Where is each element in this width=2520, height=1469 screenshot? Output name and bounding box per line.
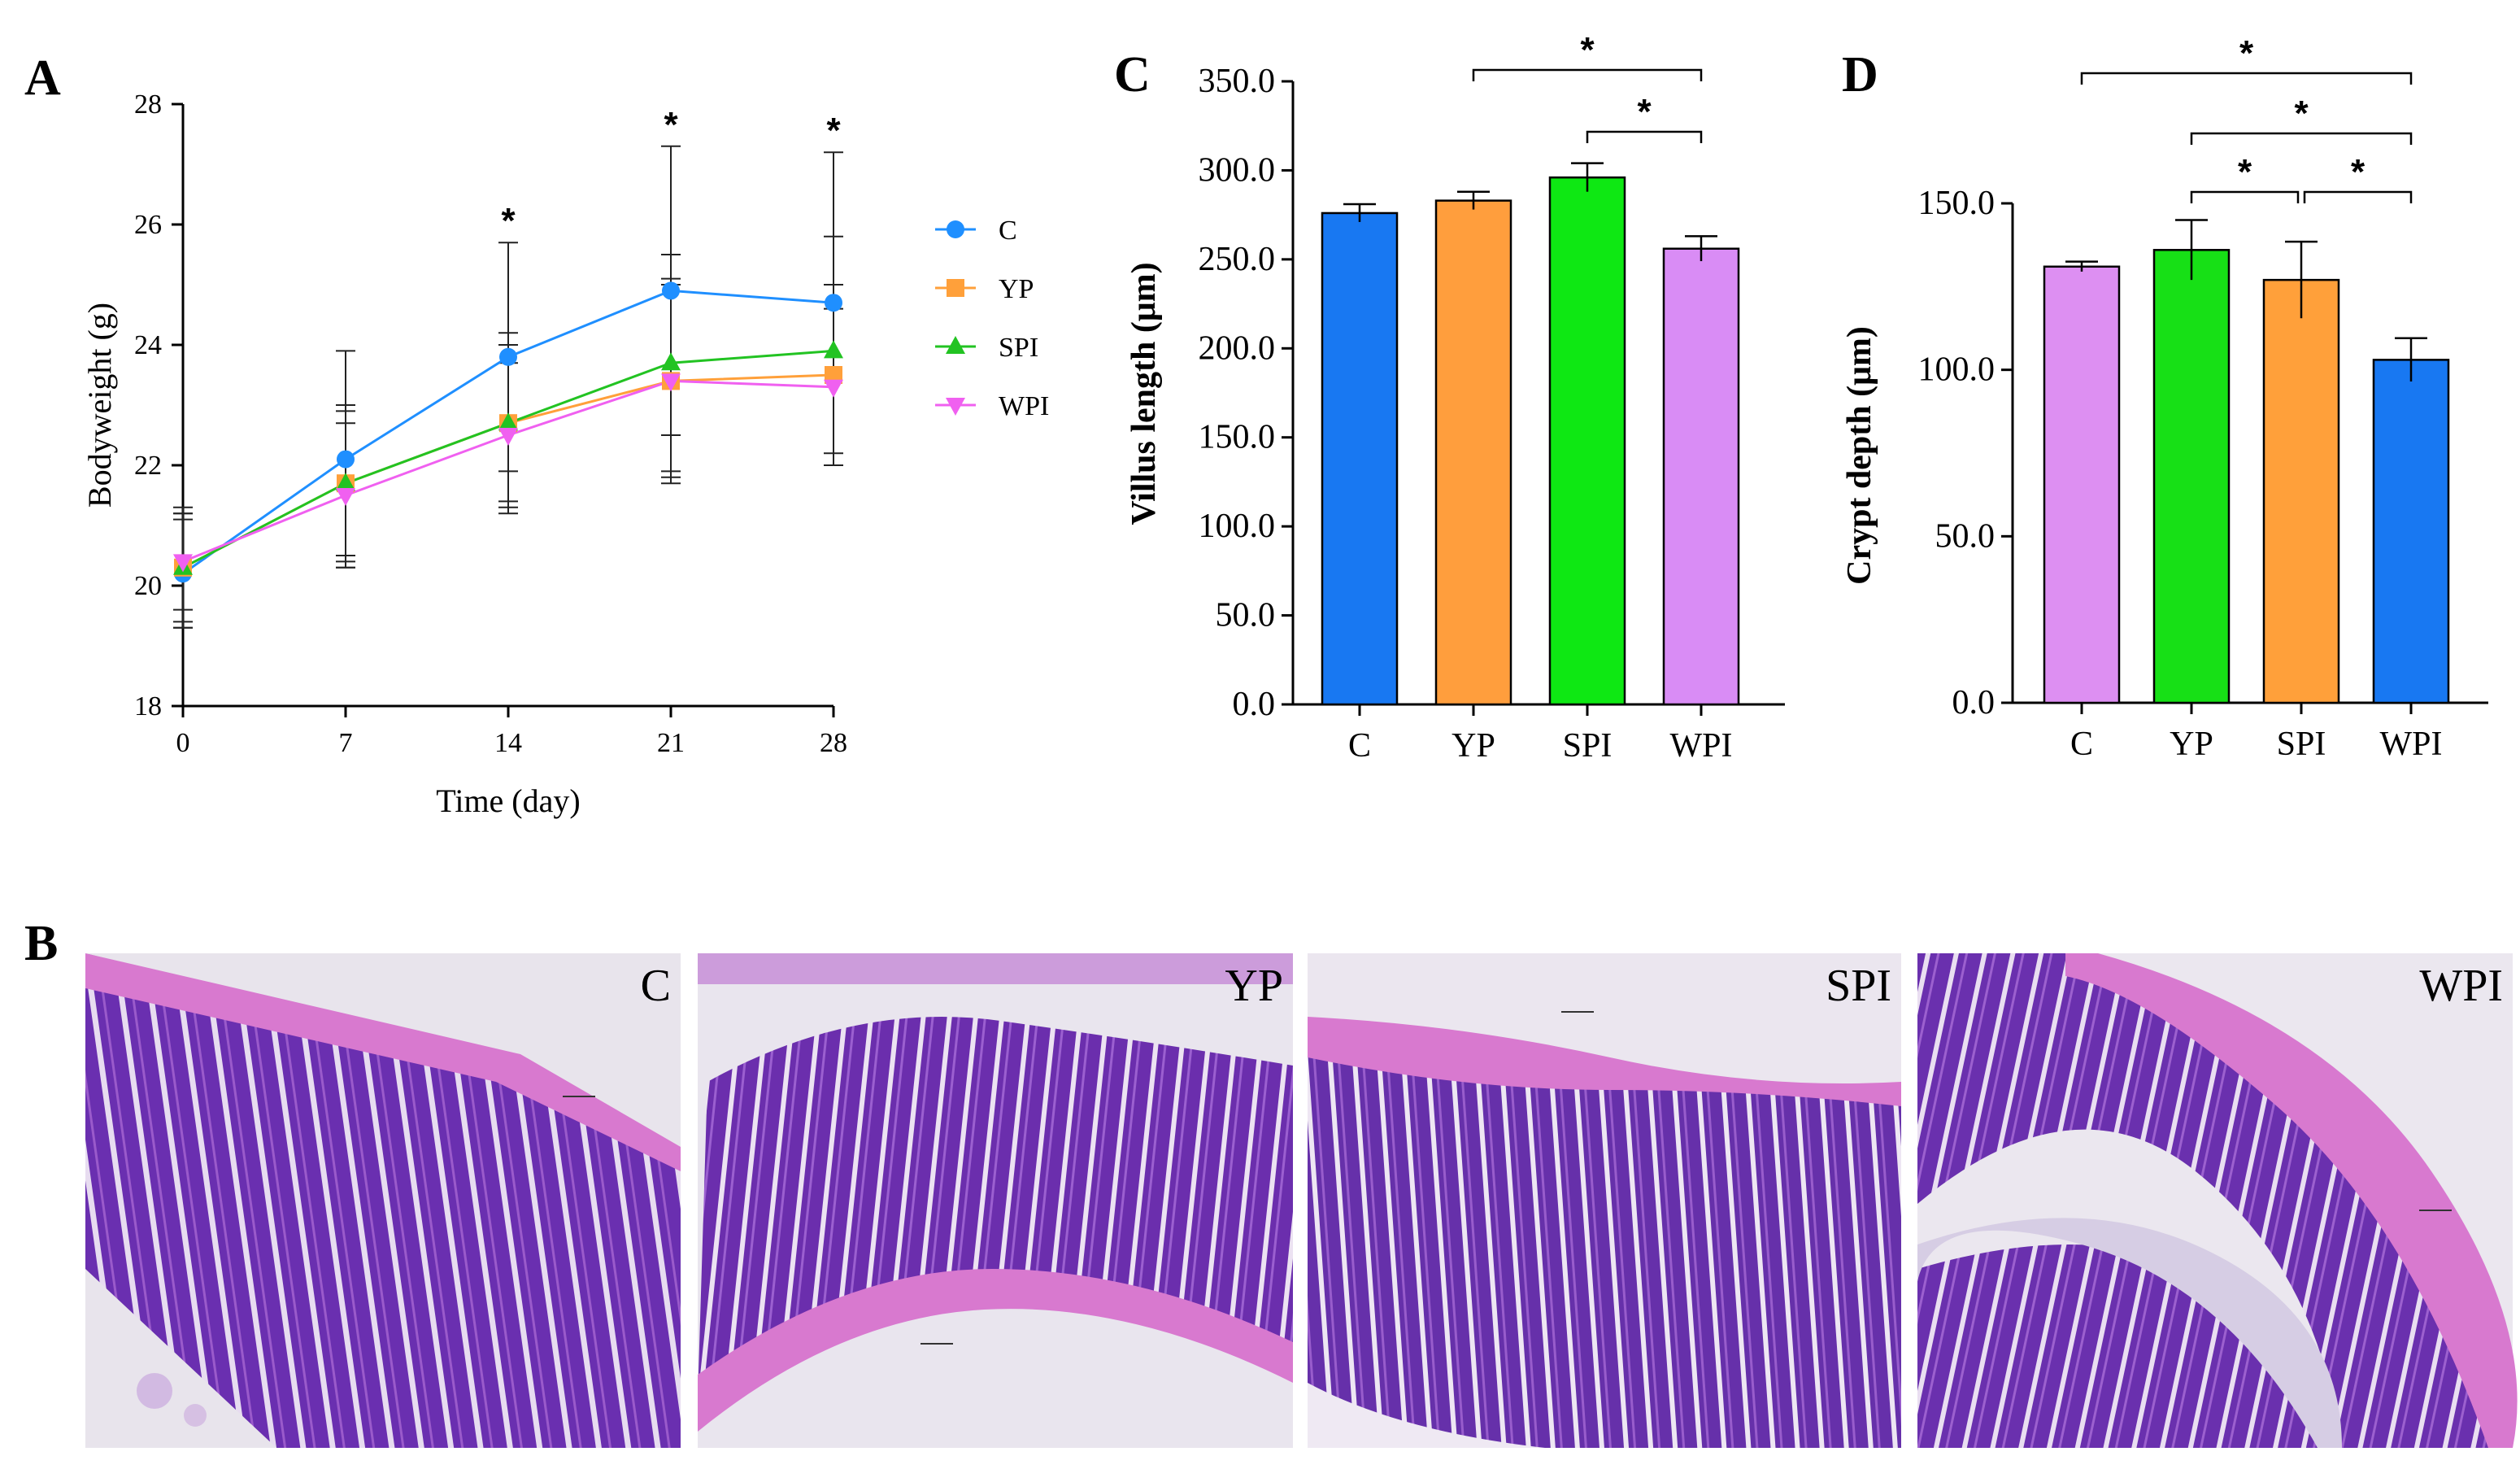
ylabel-crypt: Crypt depth (μm)	[1841, 326, 1878, 585]
data-point-wpi	[824, 379, 843, 398]
micrograph-label-spi: SPI	[1826, 961, 1891, 1011]
y-tick-label: 0.0	[1233, 686, 1276, 723]
data-point-c	[499, 347, 517, 366]
micrograph-label-wpi: WPI	[2419, 961, 2503, 1011]
x-tick-label: 7	[339, 728, 353, 758]
bar-c	[1321, 211, 1399, 706]
y-tick-label: 150.0	[1918, 185, 1996, 222]
micrograph-wpi: WPI	[1917, 953, 2518, 1448]
legend-label-wpi: WPI	[999, 391, 1049, 421]
bar-yp	[2152, 249, 2231, 704]
y-tick-label: 50.0	[1216, 597, 1276, 634]
bodyweight-line-chart: 18 20 22 24 26 28 0 7 14 21 28 * * * Bodyweight (g)…	[81, 89, 1049, 819]
data-point-c	[825, 294, 842, 312]
data-point-c	[337, 450, 355, 469]
comparison-bracket	[2190, 190, 2300, 203]
villus-length-bar-chart: 0.0 50.0 100.0 150.0 200.0 250.0 300.0 350.0 C Y…	[1125, 30, 1785, 765]
legend-label-spi: SPI	[999, 333, 1038, 363]
legend-marker-yp	[947, 279, 964, 297]
y-tick-label: 0.0	[1952, 684, 1996, 721]
y-tick-label: 300.0	[1199, 151, 1276, 189]
x-tick-label: 21	[657, 728, 685, 758]
significance-star: *	[664, 105, 678, 145]
bar-wpi	[1662, 247, 1740, 706]
comparison-bracket	[2303, 190, 2413, 203]
y-tick-label: 200.0	[1199, 329, 1276, 367]
significance-star: *	[1580, 30, 1595, 70]
bar-yp	[1434, 199, 1512, 706]
crypt-depth-bar-chart: 0.0 50.0 100.0 150.0 C YP SPI WPI * * * * Crypt d…	[1841, 33, 2488, 763]
comparison-bracket	[2080, 72, 2413, 85]
y-tick-label: 26	[134, 210, 162, 240]
bar-c	[2043, 265, 2121, 704]
bar-wpi	[2372, 359, 2450, 704]
comparison-bracket	[1586, 130, 1703, 143]
panel-label-a: A	[24, 50, 61, 106]
micrograph-c: C	[85, 953, 681, 1448]
data-point-yp	[825, 366, 842, 384]
data-point-spi	[824, 340, 843, 359]
bar-spi	[2262, 278, 2340, 704]
legend-marker-spi	[946, 336, 965, 354]
data-point-wpi	[498, 428, 518, 446]
significance-star: *	[2294, 94, 2309, 133]
legend-label-c: C	[999, 216, 1017, 246]
data-point-c	[662, 281, 680, 300]
micrograph-spi: SPI	[1308, 953, 1901, 1448]
bar-spi	[1548, 176, 1626, 706]
y-tick-label: 28	[134, 89, 162, 120]
data-point-spi	[498, 412, 518, 431]
y-tick-label: 100.0	[1199, 508, 1276, 545]
y-tick-label: 24	[134, 330, 162, 360]
panel-label-c: C	[1114, 47, 1151, 102]
x-tick-label-wpi: WPI	[1670, 727, 1733, 765]
micrograph-yp: YP	[698, 953, 1293, 1448]
y-tick-label: 150.0	[1199, 419, 1276, 456]
data-point-spi	[336, 473, 355, 491]
significance-star: *	[2239, 33, 2254, 73]
y-tick-label: 22	[134, 451, 162, 481]
x-tick-label-yp: YP	[1452, 727, 1495, 765]
x-tick-label-spi: SPI	[2277, 726, 2326, 763]
significance-star: *	[2351, 152, 2365, 192]
legend: C YP SPI WPI	[935, 216, 1049, 421]
panel-label-b: B	[24, 916, 58, 971]
panel-label-d: D	[1842, 47, 1878, 102]
x-tick-label-yp: YP	[2170, 726, 2213, 763]
data-point-wpi	[336, 488, 355, 506]
x-tick-label-spi: SPI	[1563, 727, 1613, 765]
significance-star: *	[1637, 92, 1652, 132]
legend-marker-wpi	[946, 398, 965, 416]
x-tick-label: 28	[820, 728, 847, 758]
comparison-bracket	[2190, 132, 2413, 145]
y-tick-label: 100.0	[1918, 351, 1996, 389]
x-tick-label-c: C	[1348, 727, 1371, 765]
x-tick-label: 0	[176, 728, 190, 758]
x-tick-label-wpi: WPI	[2380, 726, 2443, 763]
ylabel-bodyweight: Bodyweight (g)	[81, 303, 118, 508]
significance-star: *	[2238, 152, 2252, 192]
y-tick-label: 250.0	[1199, 241, 1276, 278]
y-tick-label: 350.0	[1199, 63, 1276, 100]
data-point-wpi	[173, 554, 193, 573]
micrograph-label-yp: YP	[1225, 961, 1283, 1011]
y-tick-label: 50.0	[1935, 517, 1996, 555]
y-tick-label: 18	[134, 691, 162, 721]
xlabel-time: Time (day)	[436, 782, 580, 819]
legend-label-yp: YP	[999, 274, 1034, 304]
data-point-spi	[661, 352, 681, 371]
significance-star: *	[826, 111, 841, 150]
x-tick-label: 14	[494, 728, 522, 758]
significance-star: *	[501, 201, 516, 241]
micrograph-label-c: C	[641, 961, 671, 1011]
comparison-bracket	[1472, 68, 1703, 81]
y-tick-label: 20	[134, 571, 162, 601]
legend-marker-c	[947, 220, 964, 238]
x-tick-label-c: C	[2070, 726, 2093, 763]
data-point-wpi	[661, 373, 681, 392]
ylabel-villus: Villus length (μm)	[1125, 262, 1163, 525]
